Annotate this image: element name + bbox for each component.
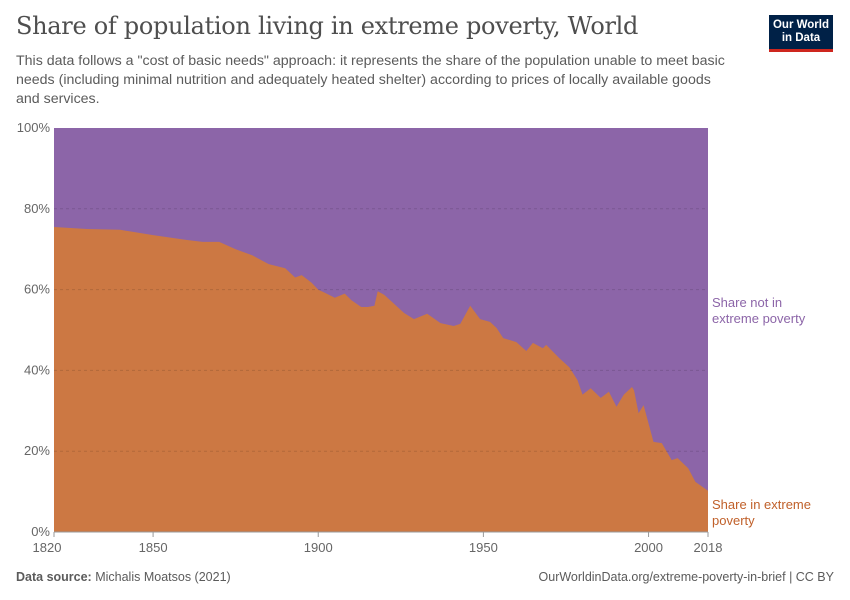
- data-source: Data source: Michalis Moatsos (2021): [16, 570, 231, 584]
- chart-title: Share of population living in extreme po…: [16, 12, 639, 40]
- y-tick-label: 20%: [24, 443, 50, 458]
- label-not-in-extreme-poverty: Share not in: [712, 295, 782, 310]
- owid-logo[interactable]: Our World in Data: [769, 15, 833, 52]
- chart-area: 0% 20% 40% 60% 80% 100% 1820 1850 1900 1950 2000 20…: [17, 120, 811, 555]
- area-extreme-poverty: [54, 227, 708, 532]
- x-tick-label: 1900: [304, 540, 333, 555]
- label-in-extreme-poverty: poverty: [712, 513, 755, 528]
- logo-line1: Our World: [772, 19, 829, 31]
- y-tick-label: 100%: [17, 120, 51, 135]
- x-tick-label: 2000: [634, 540, 663, 555]
- label-in-extreme-poverty: Share in extreme: [712, 497, 811, 512]
- label-not-in-extreme-poverty: extreme poverty: [712, 311, 806, 326]
- chart-subtitle: This data follows a "cost of basic needs…: [16, 53, 725, 107]
- source-value: Michalis Moatsos (2021): [95, 570, 231, 584]
- source-label: Data source:: [16, 570, 92, 584]
- y-tick-label: 80%: [24, 201, 50, 216]
- x-tick-label: 1850: [139, 540, 168, 555]
- logo-line2: in Data: [781, 32, 821, 44]
- x-tick-label: 1820: [33, 540, 62, 555]
- footer-url[interactable]: OurWorldinData.org/extreme-poverty-in-br…: [538, 570, 834, 584]
- x-tick-label: 2018: [694, 540, 723, 555]
- x-tick-label: 1950: [469, 540, 498, 555]
- y-tick-label: 0%: [31, 524, 50, 539]
- y-tick-label: 60%: [24, 282, 50, 297]
- y-tick-label: 40%: [24, 362, 50, 377]
